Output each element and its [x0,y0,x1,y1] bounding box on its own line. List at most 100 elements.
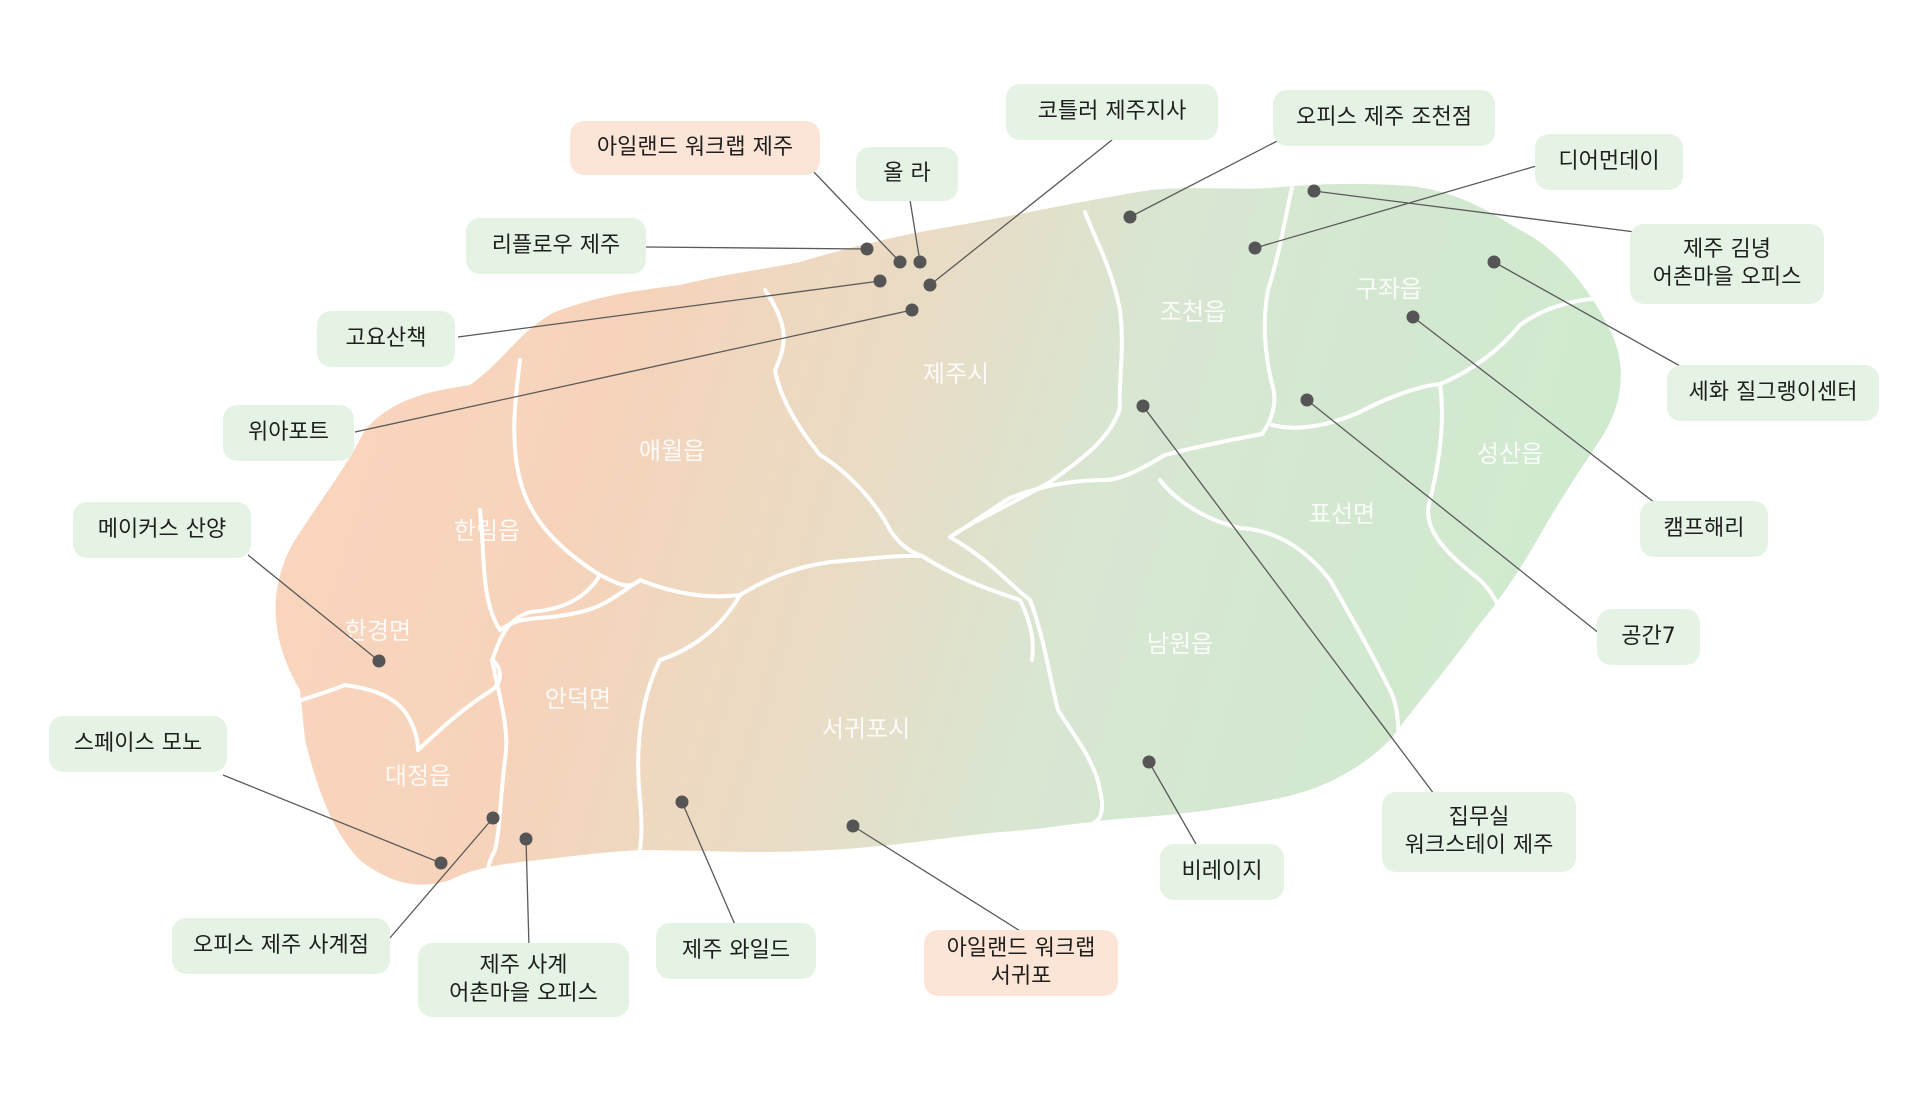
location-pin[interactable] [1248,241,1262,255]
location-pin[interactable] [1123,210,1137,224]
place-label-village[interactable]: 비레이지 [1160,844,1284,900]
region-label-andeok: 안덕면 [545,685,611,713]
boundary-line [1270,382,1442,430]
place-label-sagye-fishing-village-office[interactable]: 제주 사계 어촌마을 오피스 [418,943,629,1017]
place-label-goyo-sanchaek[interactable]: 고요산책 [317,311,455,367]
place-label-line: 오피스 제주 조천점 [1296,105,1472,130]
location-pin[interactable] [913,255,927,269]
place-label-line: 코틀러 제주지사 [1037,99,1187,124]
region-label-jocheon: 조천읍 [1160,298,1226,326]
boundary-line [636,593,742,852]
island [275,183,1621,885]
location-pin[interactable] [519,832,533,846]
place-label-sehwa-jilgeuraengi-center[interactable]: 세화 질그랭이센터 [1667,365,1879,421]
region-label-seogwipo-si: 서귀포시 [822,715,910,743]
leader-line [1313,190,1636,233]
location-pin[interactable] [1307,184,1321,198]
place-label-line: 고요산책 [345,326,427,351]
boundary-line [268,683,420,752]
region-label-seongsan: 성산읍 [1477,440,1543,468]
place-label-weaport[interactable]: 위아포트 [223,405,354,461]
boundary-line [478,508,502,632]
location-pin[interactable] [1487,255,1501,269]
place-label-line: 디어먼데이 [1558,149,1660,174]
place-label-dear-monday[interactable]: 디어먼데이 [1535,134,1683,190]
place-label-reflow-jeju[interactable]: 리플로우 제주 [466,218,646,274]
place-label-space-7[interactable]: 공간7 [1597,609,1700,665]
boundary-line [948,432,1264,539]
place-label-line: 스페이스 모노 [73,731,203,756]
boundary-line [1158,478,1401,762]
place-label-kotler-jeju[interactable]: 코틀러 제주지사 [1006,84,1218,140]
location-pin[interactable] [873,274,887,288]
boundary-line [416,658,502,752]
leader-line [1493,261,1681,367]
location-pin[interactable] [846,819,860,833]
place-label-line: 오피스 제주 사계점 [193,933,369,958]
leader-line [811,169,901,263]
region-label-gujwa: 구좌읍 [1356,275,1422,303]
place-label-line: 캠프해리 [1663,516,1745,541]
region-label-pyoseon: 표선면 [1309,500,1375,528]
place-label-line: 세화 질그랭이센터 [1688,380,1858,405]
place-label-line: 비레이지 [1181,859,1263,884]
leader-line [681,801,737,928]
boundary-line [498,578,742,632]
location-pin[interactable] [1300,393,1314,407]
leader-line [909,199,921,263]
place-label-line: 제주 와일드 [681,938,791,963]
boundary-line [1438,296,1602,386]
place-label-line: 리플로우 제주 [491,233,621,258]
place-label-line: 워크스테이 제주 [1404,833,1554,858]
place-label-office-jeju-sagye[interactable]: 오피스 제주 사계점 [172,918,390,974]
location-pin[interactable] [905,303,919,317]
place-label-office-jeju-jocheon[interactable]: 오피스 제주 조천점 [1273,90,1495,146]
leader-line [457,280,881,338]
place-label-jibmusil-workstay-jeju[interactable]: 집무실 워크스테이 제주 [1382,792,1576,872]
region-label-daejeong: 대정읍 [385,762,451,790]
place-label-line: 아일랜드 워크랩 [946,936,1096,961]
leader-line [1129,137,1284,218]
location-pin[interactable] [486,811,500,825]
region-label-hangyeong: 한경면 [345,617,411,645]
place-label-gimnyeong-fishing-village-office[interactable]: 제주 김녕 어촌마을 오피스 [1630,224,1824,304]
leader-line [388,817,494,940]
place-label-jeju-wild[interactable]: 제주 와일드 [656,923,816,979]
leader-line [1412,316,1656,504]
location-pin[interactable] [1136,399,1150,413]
boundary-line [512,358,642,588]
region-labels: 제주시 애월읍 한림읍 한경면 대정읍 안덕면 서귀포시 남원읍 표선면 성산읍… [345,275,1543,790]
place-label-island-worklab-seogwipo[interactable]: 아일랜드 워크랩 서귀포 [924,930,1118,996]
boundary-line [1260,186,1294,436]
region-label-aewol: 애월읍 [639,437,705,465]
location-pin[interactable] [1406,310,1420,324]
boundary-line [948,535,1105,824]
leader-line [1254,163,1544,249]
place-label-makers-sanyang[interactable]: 메이커스 산양 [73,502,251,558]
boundary-line [920,554,1035,662]
region-label-hallim: 한림읍 [454,517,520,545]
location-pin[interactable] [923,278,937,292]
place-label-olla[interactable]: 올 라 [856,147,958,201]
location-pin[interactable] [860,242,874,256]
place-label-camp-harry[interactable]: 캠프해리 [1640,501,1768,557]
region-label-jeju-si: 제주시 [923,360,989,388]
leader-lines [222,137,1681,948]
place-label-line: 어촌마을 오피스 [449,981,598,1006]
leader-line [852,825,1026,935]
location-pins [372,184,1501,870]
location-pin[interactable] [434,856,448,870]
location-pin[interactable] [893,255,907,269]
place-label-space-mono[interactable]: 스페이스 모노 [49,716,227,772]
location-pin[interactable] [1142,755,1156,769]
boundary-line [490,573,602,662]
boundary-line [1426,382,1507,642]
location-pin[interactable] [372,654,386,668]
place-label-line: 메이커스 산양 [97,517,227,542]
leader-line [645,246,868,250]
place-label-island-worklab-jeju[interactable]: 아일랜드 워크랩 제주 [570,121,820,175]
place-label-line: 제주 김녕 [1683,237,1771,262]
leader-line [1148,761,1197,845]
location-pin[interactable] [675,795,689,809]
